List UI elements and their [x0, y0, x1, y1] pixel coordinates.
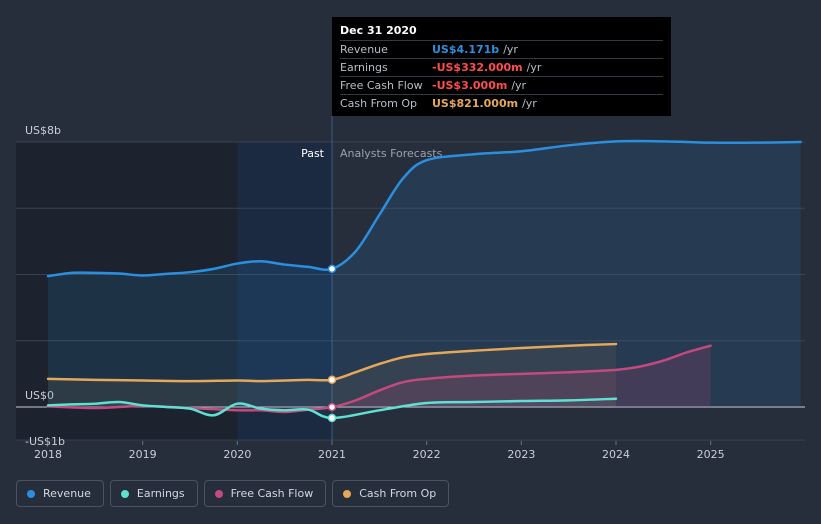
x-tick-label: 2025 [697, 448, 725, 461]
tooltip: Dec 31 2020 Revenue US$4.171b /yr Earnin… [332, 17, 671, 116]
revenue-marker [327, 264, 337, 274]
tooltip-label: Cash From Op [340, 97, 418, 110]
revenue-area [48, 140, 801, 407]
tooltip-label: Earnings [340, 61, 388, 74]
tooltip-unit: /yr [522, 97, 537, 110]
legend-item-free-cash-flow[interactable]: Free Cash Flow [203, 480, 327, 507]
tooltip-row-cash-from-op: Cash From Op US$821.000m /yr [340, 94, 663, 112]
forecast-label: Analysts Forecasts [340, 147, 443, 160]
legend-label: Revenue [43, 487, 91, 500]
legend-item-earnings[interactable]: Earnings [109, 480, 198, 507]
tooltip-row-earnings: Earnings -US$332.000m /yr [340, 58, 663, 76]
x-tick-label: 2024 [602, 448, 630, 461]
cash-from-op-dot-icon [343, 489, 352, 498]
tooltip-value: -US$3.000m [432, 79, 508, 92]
x-tick-label: 2020 [223, 448, 251, 461]
x-tick-label: 2022 [413, 448, 441, 461]
tooltip-label: Free Cash Flow [340, 79, 423, 92]
legend-label: Earnings [136, 487, 185, 500]
y-tick-label: -US$1b [25, 435, 65, 448]
x-tick-label: 2019 [129, 448, 157, 461]
y-tick-label: US$0 [25, 389, 54, 402]
tooltip-row-free-cash-flow: Free Cash Flow -US$3.000m /yr [340, 76, 663, 94]
earnings-dot-icon [120, 489, 129, 498]
tooltip-unit: /yr [503, 43, 518, 56]
tooltip-unit: /yr [511, 79, 527, 92]
legend-item-revenue[interactable]: Revenue [16, 480, 104, 507]
y-tick-label: US$8b [25, 124, 61, 137]
legend-label: Free Cash Flow [230, 487, 314, 500]
earnings-marker [327, 413, 337, 423]
x-tick-label: 2023 [507, 448, 535, 461]
tooltip-label: Revenue [340, 43, 388, 56]
legend-label: Cash From Op [359, 487, 437, 500]
tooltip-value: US$821.000m [432, 97, 519, 110]
cash-from-op-area [48, 344, 616, 407]
legend: Revenue Earnings Free Cash Flow Cash Fro… [16, 480, 450, 507]
x-tick-label: 2018 [34, 448, 62, 461]
tooltip-value: -US$332.000m [432, 61, 523, 74]
past-label: Past [301, 147, 325, 160]
earnings-line [46, 397, 618, 420]
tooltip-date: Dec 31 2020 [340, 24, 417, 37]
free-cash-flow-marker [327, 402, 337, 412]
tooltip-row-revenue: Revenue US$4.171b /yr [340, 40, 663, 58]
legend-item-cash-from-op[interactable]: Cash From Op [332, 480, 450, 507]
revenue-dot-icon [27, 489, 35, 498]
past-highlight-band [237, 142, 332, 441]
free-cash-flow-area [48, 345, 711, 412]
cash-from-op-marker [327, 375, 337, 385]
free-cash-flow-line [46, 344, 712, 414]
x-tick-label: 2021 [318, 448, 346, 461]
tooltip-value: US$4.171b [432, 43, 500, 56]
tooltip-unit: /yr [526, 61, 542, 74]
free-cash-flow-dot-icon [214, 489, 223, 498]
